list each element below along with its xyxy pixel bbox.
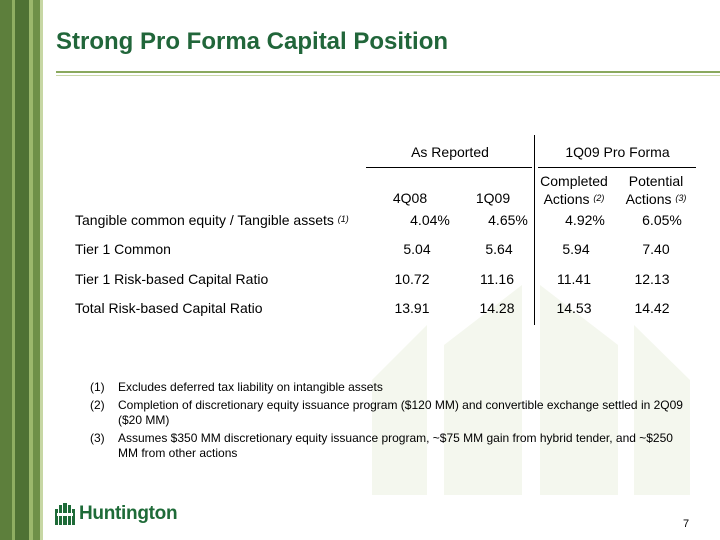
logo-wordmark: Huntington [79,503,178,524]
left-stripe-decoration [0,0,12,540]
table-cell: 10.72 [394,271,430,287]
table-cell: 4.65% [488,212,528,228]
footnote: (1) Excludes deferred tax liability on i… [90,380,690,395]
table-row-label: Tier 1 Risk-based Capital Ratio [75,271,269,287]
table-cell: 7.40 [642,241,670,257]
huntington-logo: Huntington [55,501,178,527]
footnote-number: (2) [90,398,105,412]
group-header-pro-forma: 1Q09 Pro Forma [565,144,670,160]
page-number: 7 [683,518,690,530]
left-stripe-decoration [33,0,40,540]
column-header: Potential Actions (3) [625,173,687,207]
table-cell: 6.05% [642,212,682,228]
left-stripe-decoration [15,0,29,540]
footnote: (3) Assumes $350 MM discretionary equity… [90,431,690,461]
column-header: Completed Actions (2) [540,173,608,207]
footnote-number: (1) [90,380,105,394]
table-cell: 5.94 [562,241,590,257]
title-divider [56,71,720,73]
footnote: (2) Completion of discretionary equity i… [90,398,690,428]
huntington-logo-icon [55,503,75,525]
left-stripe-decoration [40,0,43,540]
background-watermark [372,285,690,495]
table-row-label: Tier 1 Common [75,241,171,257]
table-row-label: Total Risk-based Capital Ratio [75,300,263,316]
table-cell: 12.13 [634,271,670,287]
title-divider [56,75,720,76]
table-cell: 14.53 [556,300,592,316]
footnote-text: Completion of discretionary equity issua… [118,398,683,427]
column-header: 1Q09 [475,190,511,206]
left-stripe-decoration [12,0,15,540]
header-rule [366,167,532,168]
page-title: Strong Pro Forma Capital Position [56,28,449,55]
column-header: 4Q08 [392,190,428,206]
table-cell: 14.28 [479,300,515,316]
left-stripe-decoration [29,0,33,540]
table-cell: 13.91 [394,300,430,316]
table-row-label: Tangible common equity / Tangible assets… [75,212,349,228]
table-cell: 4.92% [565,212,605,228]
table-cell: 4.04% [410,212,450,228]
table-cell: 11.41 [557,271,591,287]
column-divider [534,135,535,325]
footnote-number: (3) [90,431,105,445]
footnotes: (1) Excludes deferred tax liability on i… [90,380,690,464]
footnote-text: Assumes $350 MM discretionary equity iss… [118,431,673,460]
header-rule [538,167,696,168]
table-cell: 5.64 [485,241,513,257]
table-cell: 11.16 [480,271,514,287]
table-cell: 5.04 [403,241,431,257]
footnote-text: Excludes deferred tax liability on intan… [118,380,383,394]
group-header-as-reported: As Reported [411,144,489,160]
table-cell: 14.42 [634,300,670,316]
